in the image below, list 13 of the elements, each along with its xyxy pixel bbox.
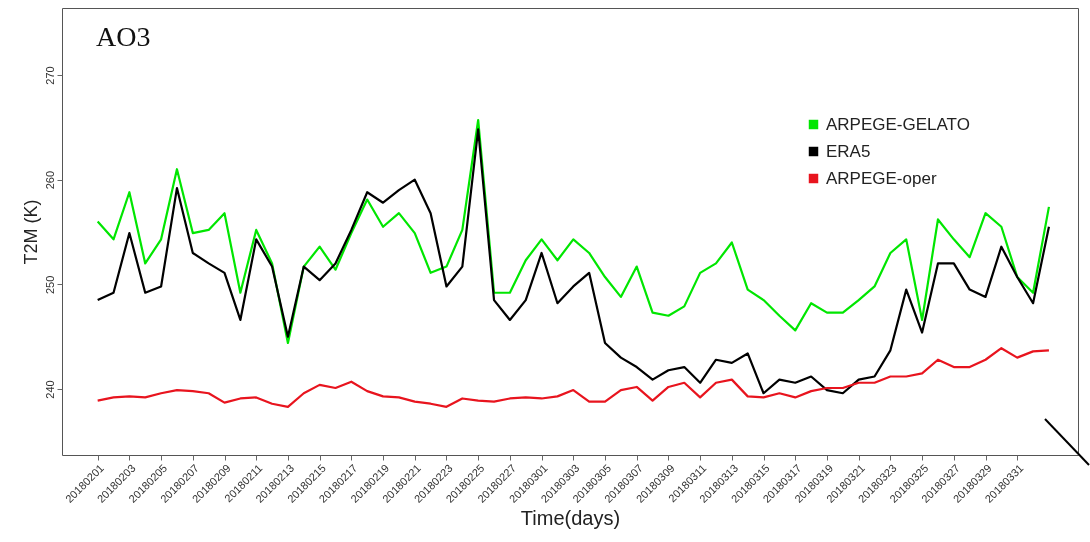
line-series bbox=[96, 128, 1051, 395]
y-tick-label: 260 bbox=[43, 171, 56, 190]
annotation: AO3 bbox=[96, 21, 151, 52]
line-series bbox=[96, 118, 1051, 345]
y-tick-label: 270 bbox=[43, 66, 56, 85]
legend-label: ERA5 bbox=[826, 141, 871, 161]
y-axis-title: T2M (K) bbox=[20, 199, 41, 265]
y-tick-label: 240 bbox=[43, 380, 56, 399]
line-series bbox=[96, 347, 1051, 408]
legend-label: ARPEGE-GELATO bbox=[826, 114, 970, 134]
x-axis-title: Time(days) bbox=[520, 506, 621, 529]
legend-label: ARPEGE-oper bbox=[826, 168, 937, 188]
y-tick-label: 250 bbox=[43, 275, 56, 295]
